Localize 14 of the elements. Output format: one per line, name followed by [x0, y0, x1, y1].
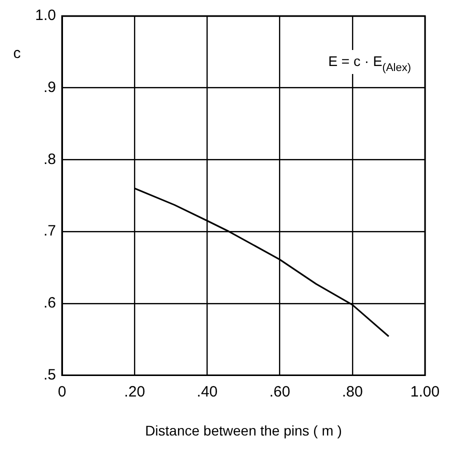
- y-tick-label: 1.0: [35, 7, 56, 24]
- y-tick-label: .5: [43, 366, 56, 384]
- y-tick-label: .6: [43, 294, 56, 312]
- x-tick-label: .40: [196, 383, 218, 400]
- x-tick-label: .60: [269, 383, 290, 400]
- y-tick-label: .9: [43, 78, 56, 96]
- x-tick-label: 0: [58, 383, 66, 400]
- y-tick-label: .7: [43, 222, 56, 240]
- x-tick-label: .80: [342, 383, 363, 400]
- y-tick-label: .8: [43, 150, 56, 168]
- x-tick-label: .20: [124, 383, 146, 400]
- x-tick-label: 1.00: [410, 383, 440, 400]
- y-axis-title: c: [13, 45, 22, 62]
- x-axis-title: Distance between the pins ( m ): [145, 422, 342, 438]
